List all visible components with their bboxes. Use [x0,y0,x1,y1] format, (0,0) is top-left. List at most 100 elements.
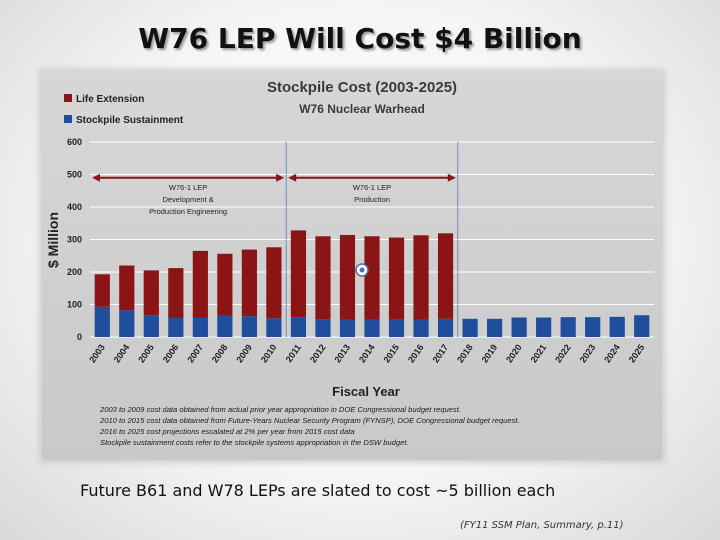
bar-life-extension-2003 [94,274,110,307]
x-axis-ticks: 2003 2004 2005 2006 2007 2008 2009 2010 2011 2012… [87,342,646,364]
bar-stockpile-sustainment-2023 [585,317,601,337]
x-tick-label: 2008 [210,342,230,364]
y-tick-label: 0 [77,332,82,342]
bar-life-extension-2010 [266,247,282,319]
y-tick-label: 200 [67,267,82,277]
phase-label: W76-1 LEP [353,183,391,192]
chart-panel: 0 100 200 300 400 500 600 2003 2004 2005 2006 2007… [42,72,662,460]
bar-life-extension-2014 [364,236,380,320]
x-tick-label: 2011 [284,342,303,364]
x-axis-label: Fiscal Year [332,384,400,399]
x-tick-label: 2018 [455,342,475,364]
bar-life-extension-2017 [437,233,454,319]
bar-stockpile-sustainment-2005 [143,315,159,337]
x-tick-label: 2012 [308,342,328,364]
y-tick-label: 400 [67,202,82,212]
x-tick-label: 2005 [136,342,156,364]
x-tick-label: 2007 [185,342,205,364]
bar-stockpile-sustainment-2015 [388,319,405,337]
x-tick-label: 2022 [553,342,573,364]
legend-swatch-life-extension [64,94,72,102]
note-line: 2003 to 2009 cost data obtained from act… [100,405,461,414]
y-tick-label: 500 [67,170,82,180]
y-tick-label: 600 [67,137,82,147]
bar-stockpile-sustainment-2013 [339,319,356,337]
phase-label: W76-1 LEP [169,183,207,192]
legend-life-extension: Life Extension [76,94,144,105]
slide-caption: Future B61 and W78 LEPs are slated to co… [80,481,556,500]
bar-stockpile-sustainment-2017 [437,318,454,337]
x-tick-label: 2006 [161,342,181,364]
bar-stockpile-sustainment-2022 [560,317,576,337]
phase-label: Production Engineering [149,207,227,216]
x-tick-label: 2013 [332,342,352,364]
bar-stockpile-sustainment-2018 [462,318,478,337]
bar-life-extension-2004 [119,265,135,311]
y-tick-label: 300 [67,235,82,245]
bar-stockpile-sustainment-2008 [217,315,233,337]
legend-stockpile-sustainment: Stockpile Sustainment [76,115,184,126]
x-tick-label: 2024 [602,342,622,364]
bar-stockpile-sustainment-2009 [241,316,257,337]
chart-subtitle: W76 Nuclear Warhead [299,102,425,116]
bar-life-extension-2015 [388,237,405,320]
bar-life-extension-2011 [290,230,307,318]
x-tick-label: 2016 [406,342,426,364]
y-axis-ticks: 0 100 200 300 400 500 600 [67,137,82,342]
bar-stockpile-sustainment-2004 [119,310,135,337]
x-tick-label: 2014 [357,342,377,364]
bar-life-extension-2006 [168,268,184,318]
slide-title: W76 LEP Will Cost $4 Billion [138,22,582,55]
note-line: Stockpile sustainment costs refer to the… [100,438,409,447]
chart-title: Stockpile Cost (2003-2025) [267,79,457,96]
x-tick-label: 2003 [87,342,107,364]
phase-arrowhead-right [447,173,456,182]
bar-stockpile-sustainment-2012 [315,319,331,337]
x-tick-label: 2019 [480,342,500,364]
bar-stockpile-sustainment-2025 [634,315,650,337]
note-line: 2010 to 2015 cost data obtained from Fut… [100,416,520,425]
bar-stockpile-sustainment-2007 [192,317,208,337]
bar-life-extension-2016 [413,235,429,320]
y-tick-label: 100 [67,300,82,310]
x-tick-label: 2015 [381,342,401,364]
x-tick-label: 2025 [627,342,647,364]
x-tick-label: 2010 [259,342,279,364]
phase-label: Production [354,195,390,204]
bar-stockpile-sustainment-2010 [266,318,282,337]
phase-arrowhead-left [288,173,297,182]
phase-arrowhead-right [276,173,285,182]
note-line: 2016 to 2025 cost projections escalated … [100,427,355,436]
x-tick-label: 2009 [234,342,254,364]
legend-swatch-stockpile-sustainment [64,115,72,123]
x-tick-label: 2004 [112,342,132,364]
bar-stockpile-sustainment-2006 [168,317,184,337]
bar-stockpile-sustainment-2024 [609,316,625,337]
bar-stockpile-sustainment-2019 [487,318,503,337]
x-tick-label: 2023 [578,342,598,364]
x-tick-label: 2021 [529,342,549,364]
phase-arrowhead-left [92,173,100,182]
bar-life-extension-2007 [192,250,208,318]
x-tick-label: 2017 [431,342,451,364]
phase-label: Development & [162,195,213,204]
bar-stockpile-sustainment-2020 [511,317,527,337]
bar-stockpile-sustainment-2011 [290,317,307,337]
bar-series [94,230,650,337]
y-axis-label: $ Million [45,212,61,268]
bar-life-extension-2005 [143,270,159,316]
bar-stockpile-sustainment-2014 [364,319,380,337]
stockpile-cost-chart: 0 100 200 300 400 500 600 2003 2004 2005 2006 2007… [45,79,654,399]
bar-stockpile-sustainment-2003 [94,306,110,337]
bar-stockpile-sustainment-2016 [413,319,429,337]
cursor-icon [355,263,369,277]
chart-notes: 2003 to 2009 cost data obtained from act… [100,404,620,448]
bar-life-extension-2012 [315,236,331,320]
x-tick-label: 2020 [504,342,524,364]
source-citation: (FY11 SSM Plan, Summary, p.11) [460,520,624,531]
bar-stockpile-sustainment-2021 [536,317,552,337]
bar-life-extension-2008 [217,253,233,316]
bar-life-extension-2009 [241,249,257,317]
bar-life-extension-2013 [339,234,356,320]
phase-annotations: W76-1 LEP Development & Production Enginee… [92,142,459,337]
